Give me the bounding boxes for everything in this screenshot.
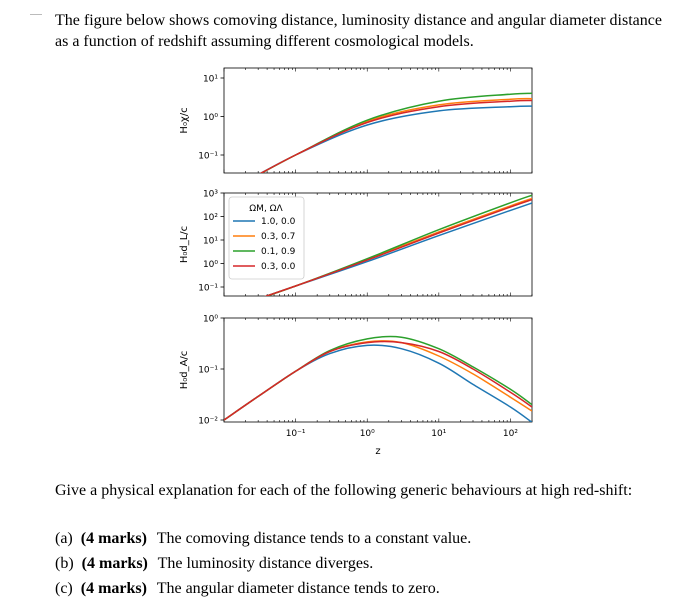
- intro-paragraph: The figure below shows comoving distance…: [55, 12, 662, 50]
- series-line-4: [224, 340, 532, 421]
- panel-2: 10³ 10² 10¹ 10⁰ 10⁻¹ H₀d_L/c ΩM, ΩΛ 1.0, 0.0 0.3…: [179, 190, 533, 297]
- question-item-c: (c) (4 marks) The angular diameter dista…: [55, 578, 440, 599]
- x-axis-label: z: [375, 446, 380, 457]
- y-tick-label: 10¹: [203, 237, 218, 247]
- x-tick-label: 10²: [503, 429, 518, 439]
- series-line-3: [224, 335, 532, 421]
- item-text: The comoving distance tends to a constan…: [156, 530, 472, 547]
- y-tick-label: 10²: [203, 213, 218, 223]
- series-line-1: [224, 344, 532, 422]
- y-tick-label: 10⁰: [203, 260, 218, 270]
- legend-entry: 1.0, 0.0: [261, 217, 296, 227]
- x-tick-label: 10⁰: [360, 429, 375, 439]
- legend-box: [228, 196, 305, 280]
- item-label: (c): [55, 580, 73, 597]
- legend-entry: 0.3, 0.7: [261, 232, 295, 242]
- margin-mark: [30, 14, 42, 15]
- series-line-4: [259, 99, 532, 173]
- legend: ΩM, ΩΛ 1.0, 0.0 0.3, 0.7 0.1, 0.9 0.3, 0.0: [228, 196, 305, 280]
- y-axis-label: H₀d_L/c: [179, 226, 190, 263]
- item-text: The luminosity distance diverges.: [157, 555, 374, 572]
- panel-1: 10¹ 10⁰ 10⁻¹ H₀χ/c: [179, 67, 533, 174]
- item-label: (b): [55, 555, 74, 572]
- series-line-4: [264, 198, 532, 296]
- y-tick-label: 10⁻¹: [198, 152, 218, 162]
- legend-title: ΩM, ΩΛ: [249, 204, 283, 214]
- question-item-a: (a) (4 marks) The comoving distance tend…: [55, 528, 471, 549]
- y-tick-label: 10⁻¹: [198, 366, 218, 376]
- item-marks: (4 marks): [81, 555, 148, 572]
- panel-3: 10⁰ 10⁻¹ 10⁻² H₀d_A/c 10⁻¹ 10⁰ 10¹ 10² z: [179, 315, 533, 457]
- axes-frame: [223, 192, 533, 297]
- distance-redshift-figure: 10¹ 10⁰ 10⁻¹ H₀χ/c 10³ 10² 10¹ 10⁰ 10⁻¹ H₀d_L/c ΩM…: [179, 67, 533, 457]
- series-line-2: [224, 340, 532, 421]
- item-label: (a): [55, 530, 73, 547]
- axes-frame: [223, 317, 533, 423]
- y-axis-label: H₀χ/c: [179, 107, 190, 133]
- question-prompt: Give a physical explanation for each of …: [55, 482, 633, 499]
- question-item-b: (b) (4 marks) The luminosity distance di…: [55, 553, 373, 574]
- y-tick-label: 10⁻²: [198, 417, 218, 427]
- axes-frame: [223, 67, 533, 174]
- legend-entry: 0.1, 0.9: [261, 247, 296, 257]
- y-axis-label: H₀d_A/c: [179, 351, 190, 390]
- y-tick-label: 10⁰: [203, 113, 218, 123]
- x-tick-label: 10¹: [431, 429, 446, 439]
- y-tick-label: 10⁰: [203, 315, 218, 325]
- y-tick-label: 10³: [203, 190, 218, 200]
- legend-entry: 0.3, 0.0: [261, 262, 296, 272]
- y-tick-label: 10¹: [203, 75, 218, 85]
- item-marks: (4 marks): [80, 530, 147, 547]
- x-tick-label: 10⁻¹: [286, 429, 306, 439]
- item-marks: (4 marks): [80, 580, 147, 597]
- item-text: The angular diameter distance tends to z…: [156, 580, 440, 597]
- y-tick-label: 10⁻¹: [198, 284, 218, 294]
- series-line-2: [259, 97, 532, 173]
